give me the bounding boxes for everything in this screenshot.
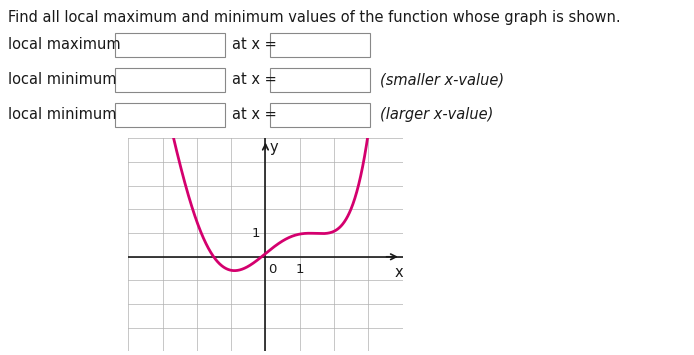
Text: x: x <box>395 265 403 280</box>
Text: 0: 0 <box>268 263 277 276</box>
Bar <box>270 33 370 57</box>
Text: local maximum: local maximum <box>8 38 121 53</box>
Text: at x =: at x = <box>232 108 277 122</box>
Text: y: y <box>269 140 278 155</box>
Text: at x =: at x = <box>232 38 277 53</box>
Text: (smaller x-value): (smaller x-value) <box>380 72 504 87</box>
Text: Find all local maximum and minimum values of the function whose graph is shown.: Find all local maximum and minimum value… <box>8 10 620 25</box>
Text: 1: 1 <box>296 263 304 276</box>
Text: (larger x-value): (larger x-value) <box>380 108 493 122</box>
Text: local minimum: local minimum <box>8 108 117 122</box>
Text: at x =: at x = <box>232 72 277 87</box>
Bar <box>115 68 225 92</box>
Bar <box>115 33 225 57</box>
Bar <box>115 103 225 127</box>
Text: local minimum: local minimum <box>8 72 117 87</box>
Bar <box>270 103 370 127</box>
Bar <box>270 68 370 92</box>
Text: 1: 1 <box>252 226 260 240</box>
